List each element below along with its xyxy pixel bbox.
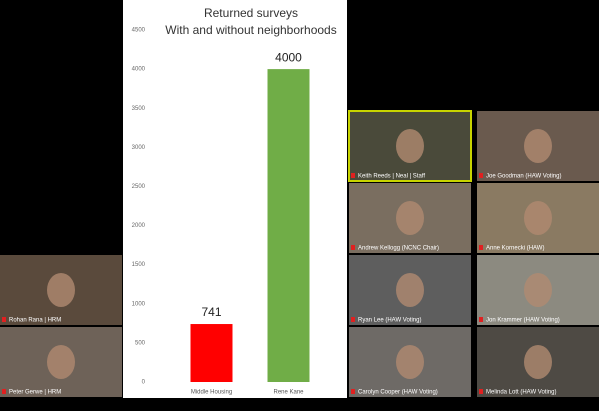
participant-silhouette — [396, 129, 424, 163]
participant-name: Anne Kornecki (HAW) — [486, 246, 544, 252]
y-tick-label: 3000 — [132, 145, 146, 151]
participant-name: Joe Goodman (HAW Voting) — [486, 174, 561, 180]
mic-muted-icon — [351, 173, 355, 178]
mic-muted-icon — [479, 245, 483, 250]
y-tick-label: 3500 — [132, 106, 146, 112]
y-tick-label: 1000 — [132, 301, 146, 307]
data-label: 741 — [201, 305, 221, 319]
participant-name: Ryan Lee (HAW Voting) — [358, 318, 421, 324]
participant-silhouette — [396, 273, 424, 307]
data-label: 4000 — [275, 50, 302, 64]
participant-silhouette — [524, 129, 552, 163]
mic-muted-icon — [479, 173, 483, 178]
shared-slide — [123, 0, 347, 398]
participant-name: Keith Reeds | Neal | Staff — [358, 174, 425, 180]
y-tick-label: 4000 — [132, 67, 146, 73]
participant-name: Andrew Kellogg (NCNC Chair) — [358, 246, 439, 252]
participant-silhouette — [47, 273, 75, 307]
participant-name: Rohan Rana | HRM — [9, 318, 61, 324]
chart-title: Returned surveys — [204, 6, 298, 20]
participant-silhouette — [396, 201, 424, 235]
mic-muted-icon — [351, 389, 355, 394]
x-tick-label: Rene Kane — [273, 390, 304, 396]
participant-silhouette — [396, 345, 424, 379]
participant-name: Peter Gerwe | HRM — [9, 390, 61, 396]
participant-name: Melinda Lott (HAW Voting) — [486, 390, 556, 396]
mic-muted-icon — [2, 317, 6, 322]
bar — [267, 69, 310, 382]
mic-muted-icon — [351, 245, 355, 250]
y-tick-label: 500 — [135, 340, 146, 346]
y-tick-label: 2000 — [132, 223, 146, 229]
y-tick-label: 0 — [142, 380, 146, 386]
participant-silhouette — [524, 273, 552, 307]
participant-name: Jon Krammer (HAW Voting) — [486, 318, 560, 324]
participant-silhouette — [524, 345, 552, 379]
mic-muted-icon — [351, 317, 355, 322]
x-tick-label: Middle Housing — [191, 390, 232, 396]
bar — [190, 324, 233, 382]
y-tick-label: 1500 — [132, 262, 146, 268]
y-tick-label: 2500 — [132, 184, 146, 190]
participant-name: Carolyn Cooper (HAW Voting) — [358, 390, 438, 396]
chart-subtitle: With and without neighborhoods — [165, 23, 336, 37]
participant-silhouette — [524, 201, 552, 235]
participant-silhouette — [47, 345, 75, 379]
y-tick-label: 4500 — [132, 28, 146, 34]
mic-muted-icon — [479, 317, 483, 322]
mic-muted-icon — [2, 389, 6, 394]
mic-muted-icon — [479, 389, 483, 394]
